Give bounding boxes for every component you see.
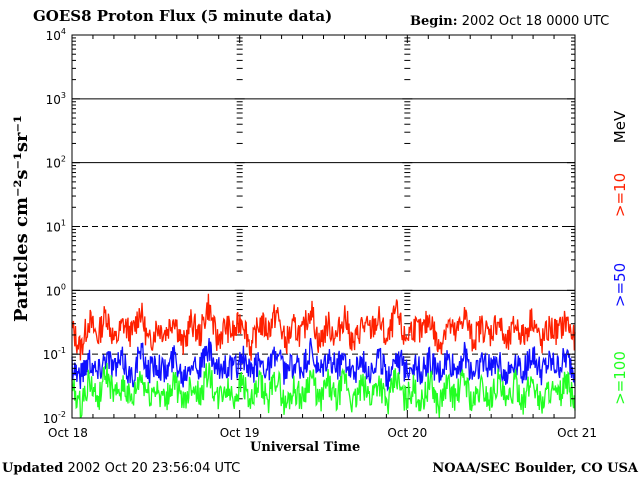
x-tick-label: Oct 21 <box>557 426 597 440</box>
x-tick-label: Oct 20 <box>387 426 427 440</box>
begin-time: Begin: 2002 Oct 18 0000 UTC <box>410 15 609 28</box>
y-tick-label: 10-2 <box>43 410 66 426</box>
begin-label: Begin: <box>410 14 458 29</box>
x-tick-label: Oct 18 <box>48 426 88 440</box>
legend-ge10: >=10 <box>611 173 629 217</box>
legend-ge50: >=50 <box>611 263 629 307</box>
begin-value: 2002 Oct 18 0000 UTC <box>461 14 610 29</box>
y-tick-label: 102 <box>46 155 66 171</box>
updated-value: 2002 Oct 20 23:56:04 UTC <box>67 461 241 476</box>
x-axis-label: Universal Time <box>250 440 361 455</box>
x-tick-label: Oct 19 <box>220 426 260 440</box>
y-tick-label: 100 <box>46 282 66 298</box>
updated-time: Updated 2002 Oct 20 23:56:04 UTC <box>2 462 240 475</box>
series-line-ge10 <box>71 293 576 361</box>
y-tick-label: 104 <box>46 27 66 43</box>
y-tick-label: 101 <box>46 219 66 235</box>
y-tick-label: 103 <box>46 91 66 107</box>
credit-line: NOAA/SEC Boulder, CO USA <box>432 461 638 476</box>
series-line-ge50 <box>71 337 576 392</box>
chart-title: GOES8 Proton Flux (5 minute data) <box>33 7 333 25</box>
legend-ge100: >=100 <box>611 351 629 405</box>
updated-label: Updated <box>2 461 64 476</box>
series-line-ge100 <box>71 362 576 419</box>
legend-unit: MeV <box>611 110 629 143</box>
y-tick-label: 10-1 <box>43 346 66 362</box>
